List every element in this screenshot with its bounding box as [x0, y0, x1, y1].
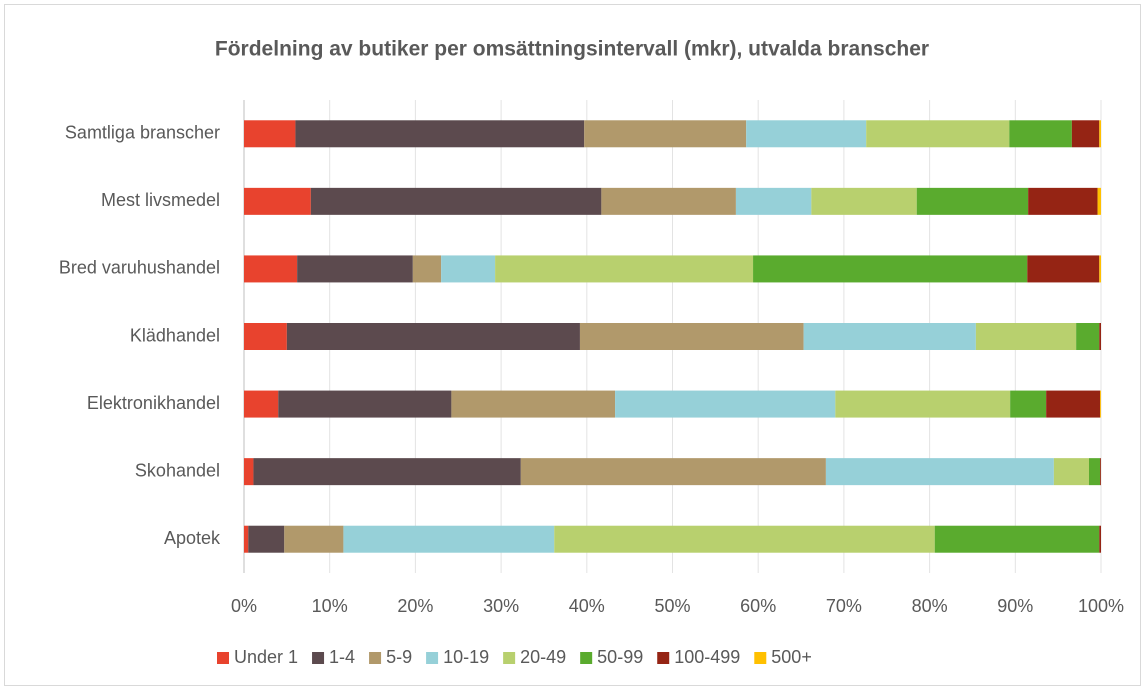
legend-label: 1-4 [329, 647, 355, 667]
bar-segment [295, 120, 585, 148]
bar-segment [278, 390, 452, 418]
x-tick-label: 20% [397, 596, 433, 616]
bar-segment [441, 255, 496, 283]
bar-segment [286, 323, 580, 350]
legend-label: 20-49 [520, 647, 566, 667]
bar-segment [244, 255, 298, 283]
x-tick-label: 0% [231, 596, 257, 616]
legend-swatch [369, 652, 382, 664]
bar-segment [495, 255, 754, 283]
legend-label: 5-9 [386, 647, 412, 667]
legend-swatch [754, 652, 767, 664]
bar-segment [1100, 458, 1101, 486]
bar-segment [1099, 525, 1101, 553]
bar-segment [1097, 187, 1101, 215]
bar-segment [310, 187, 602, 215]
bar-segment [835, 390, 1011, 418]
bar-segment [1071, 120, 1100, 148]
y-tick-label: Elektronikhandel [87, 393, 220, 413]
bar-segment [1027, 255, 1100, 283]
bar-segment [811, 187, 917, 215]
bar-segment [601, 187, 736, 215]
y-tick-label: Skohandel [135, 460, 220, 480]
bar-segment [753, 255, 1028, 283]
bar-segment [1053, 458, 1090, 486]
legend-label: Under 1 [234, 647, 298, 667]
bar-segment [1009, 120, 1072, 148]
bar-segment [1089, 458, 1101, 486]
x-tick-label: 50% [654, 596, 690, 616]
bar-segment [735, 187, 812, 215]
bar-segment [1028, 187, 1098, 215]
bar-segment [825, 458, 1054, 486]
legend-swatch [503, 652, 516, 664]
bar-segment [746, 120, 867, 148]
bar-segment [244, 120, 296, 148]
bar-segment [244, 525, 249, 553]
bar-segment [866, 120, 1010, 148]
x-tick-label: 70% [826, 596, 862, 616]
bar-segment [1046, 390, 1101, 418]
bar-segment [579, 323, 804, 350]
legend-swatch [580, 652, 593, 664]
y-tick-label: Apotek [164, 528, 221, 548]
bar-segment [520, 458, 826, 486]
legend-label: 10-19 [443, 647, 489, 667]
y-tick-label: Mest livsmedel [101, 190, 220, 210]
y-tick-label: Klädhandel [130, 325, 220, 345]
bar-segment [244, 323, 287, 350]
bar-segment [244, 458, 254, 486]
legend-swatch [217, 652, 229, 664]
bar-segment [1099, 255, 1101, 283]
legend-swatch [312, 652, 325, 664]
bar-segment [284, 525, 344, 553]
bar-segment [934, 525, 1100, 553]
bar-segment [451, 390, 616, 418]
legend-label: 500+ [771, 647, 812, 667]
bar-segment [244, 187, 311, 215]
bar-segment [1076, 323, 1100, 350]
x-tick-label: 10% [312, 596, 348, 616]
bar-segment [244, 390, 279, 418]
bar-segment [1100, 390, 1101, 418]
bar-segment [1099, 323, 1101, 350]
x-tick-label: 30% [483, 596, 519, 616]
bar-segment [297, 255, 413, 283]
legend-label: 100-499 [674, 647, 740, 667]
bar-segment [803, 323, 976, 350]
x-tick-label: 40% [569, 596, 605, 616]
bar-segment [412, 255, 442, 283]
bar-segment [343, 525, 555, 553]
bar-segment [248, 525, 285, 553]
bar-segment [554, 525, 935, 553]
legend-label: 50-99 [597, 647, 643, 667]
x-tick-label: 90% [997, 596, 1033, 616]
legend-swatch [426, 652, 439, 664]
bar-segment [916, 187, 1029, 215]
bar-segment [1099, 120, 1101, 148]
y-tick-label: Samtliga branscher [65, 123, 220, 143]
x-tick-label: 80% [912, 596, 948, 616]
bar-segment [584, 120, 747, 148]
bar-segment [975, 323, 1077, 350]
chart-title: Fördelning av butiker per omsättningsint… [215, 38, 929, 61]
bar-segment [615, 390, 836, 418]
y-tick-label: Bred varuhushandel [59, 258, 220, 278]
bar-segment [1010, 390, 1047, 418]
x-tick-label: 100% [1078, 596, 1124, 616]
bar-segment [253, 458, 521, 486]
x-tick-label: 60% [740, 596, 776, 616]
legend-swatch [657, 652, 670, 664]
